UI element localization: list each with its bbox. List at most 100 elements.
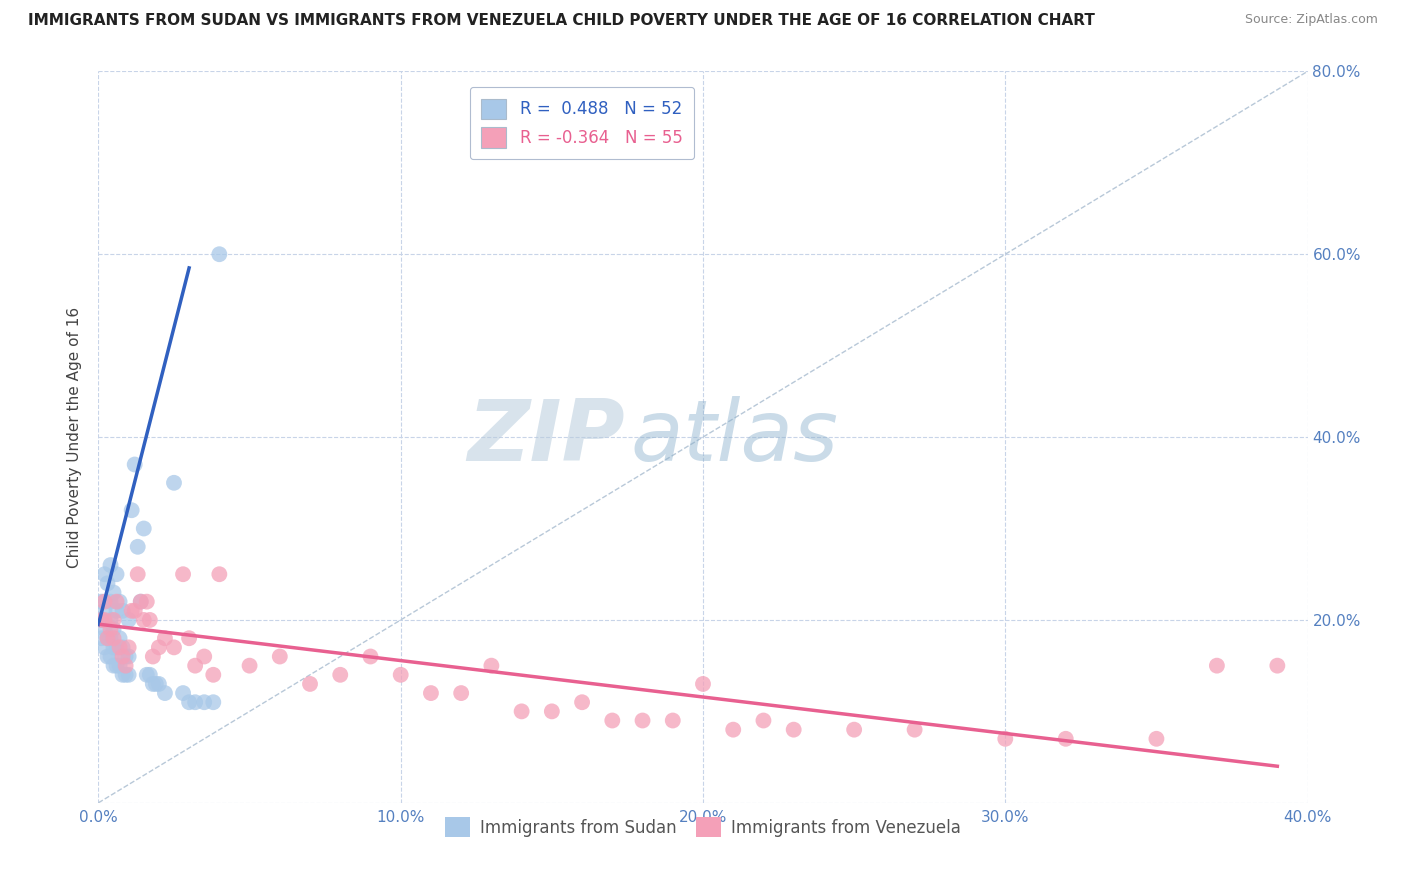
Point: [105, 658, 128, 673]
Point: [103, 640, 125, 655]
Point: [329, 667, 352, 681]
Point: [208, 247, 231, 261]
Point: [100, 613, 122, 627]
Point: [723, 723, 745, 737]
Point: [127, 567, 149, 582]
Point: [135, 594, 157, 608]
Point: [121, 604, 143, 618]
Point: [93, 640, 115, 655]
Point: [90, 613, 112, 627]
Point: [96, 632, 118, 646]
Point: [124, 604, 146, 618]
Point: [93, 567, 115, 582]
Point: [111, 667, 134, 681]
Point: [129, 594, 152, 608]
Point: [100, 632, 122, 646]
Point: [420, 686, 443, 700]
Point: [93, 594, 115, 608]
Point: [96, 576, 118, 591]
Point: [118, 649, 141, 664]
Point: [904, 723, 927, 737]
Point: [105, 640, 128, 655]
Legend: Immigrants from Sudan, Immigrants from Venezuela: Immigrants from Sudan, Immigrants from V…: [436, 809, 970, 846]
Point: [602, 714, 624, 728]
Point: [93, 604, 115, 618]
Point: [121, 503, 143, 517]
Point: [103, 622, 125, 636]
Point: [96, 649, 118, 664]
Point: [103, 658, 125, 673]
Point: [127, 540, 149, 554]
Point: [105, 594, 128, 608]
Point: [114, 667, 136, 681]
Point: [118, 640, 141, 655]
Point: [103, 613, 125, 627]
Point: [571, 695, 593, 709]
Point: [111, 640, 134, 655]
Point: [96, 632, 118, 646]
Point: [450, 686, 472, 700]
Point: [100, 622, 122, 636]
Point: [108, 658, 131, 673]
Point: [153, 632, 176, 646]
Point: [153, 686, 176, 700]
Point: [179, 632, 201, 646]
Point: [540, 705, 562, 719]
Point: [103, 585, 125, 599]
Text: atlas: atlas: [630, 395, 838, 479]
Point: [93, 613, 115, 627]
Point: [108, 632, 131, 646]
Point: [163, 640, 186, 655]
Point: [783, 723, 806, 737]
Text: Source: ZipAtlas.com: Source: ZipAtlas.com: [1244, 13, 1378, 27]
Point: [100, 649, 122, 664]
Point: [148, 677, 170, 691]
Point: [111, 604, 134, 618]
Point: [994, 731, 1017, 746]
Point: [90, 632, 112, 646]
Point: [360, 649, 382, 664]
Point: [172, 567, 194, 582]
Point: [844, 723, 866, 737]
Point: [172, 686, 194, 700]
Point: [193, 695, 215, 709]
Point: [389, 667, 412, 681]
Point: [239, 658, 262, 673]
Point: [90, 594, 112, 608]
Point: [661, 714, 683, 728]
Text: ZIP: ZIP: [467, 395, 624, 479]
Point: [1144, 731, 1167, 746]
Point: [208, 567, 231, 582]
Point: [132, 613, 155, 627]
Point: [202, 667, 225, 681]
Point: [142, 649, 165, 664]
Point: [148, 640, 170, 655]
Point: [179, 695, 201, 709]
Point: [132, 521, 155, 535]
Point: [108, 640, 131, 655]
Point: [510, 705, 533, 719]
Point: [193, 649, 215, 664]
Point: [1206, 658, 1229, 673]
Point: [184, 695, 207, 709]
Point: [135, 667, 157, 681]
Point: [105, 604, 128, 618]
Text: IMMIGRANTS FROM SUDAN VS IMMIGRANTS FROM VENEZUELA CHILD POVERTY UNDER THE AGE O: IMMIGRANTS FROM SUDAN VS IMMIGRANTS FROM…: [28, 13, 1095, 29]
Point: [90, 613, 112, 627]
Point: [139, 667, 162, 681]
Point: [111, 649, 134, 664]
Point: [299, 677, 322, 691]
Point: [631, 714, 654, 728]
Point: [108, 594, 131, 608]
Point: [114, 649, 136, 664]
Point: [692, 677, 714, 691]
Point: [269, 649, 291, 664]
Point: [93, 622, 115, 636]
Point: [100, 594, 122, 608]
Point: [118, 667, 141, 681]
Point: [752, 714, 775, 728]
Point: [1267, 658, 1289, 673]
Point: [118, 613, 141, 627]
Point: [105, 567, 128, 582]
Point: [114, 658, 136, 673]
